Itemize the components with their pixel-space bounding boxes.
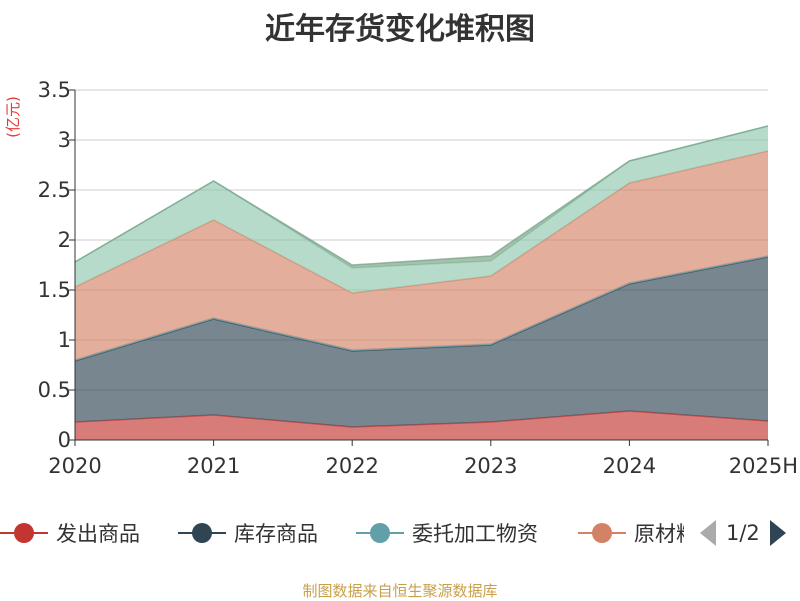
- legend: 发出商品 库存商品 委托加工物资 原材料 1/2: [0, 512, 800, 556]
- legend-item-raw-materials[interactable]: 原材料: [578, 518, 684, 548]
- legend-prev-page-icon[interactable]: [700, 520, 716, 546]
- y-axis-unit-label: (亿元): [4, 96, 22, 138]
- y-tick-label: 2: [58, 228, 71, 252]
- legend-marker-icon: [356, 518, 404, 548]
- y-tick-label: 0.5: [38, 378, 71, 402]
- legend-item-consigned-processing[interactable]: 委托加工物资: [356, 518, 538, 548]
- y-tick-label: 1: [58, 328, 71, 352]
- legend-page-indicator: 1/2: [726, 521, 760, 545]
- x-tick-label: 2023: [464, 454, 517, 478]
- y-tick-label: 1.5: [38, 278, 71, 302]
- chart-title: 近年存货变化堆积图: [265, 12, 535, 47]
- x-tick-label: 2021: [187, 454, 240, 478]
- legend-pager: 1/2: [700, 518, 786, 548]
- legend-marker-icon: [0, 518, 48, 548]
- legend-marker-icon: [178, 518, 226, 548]
- x-tick-label: 2022: [325, 454, 378, 478]
- y-tick-label: 2.5: [38, 178, 71, 202]
- legend-marker-icon: [578, 518, 626, 548]
- area-series-edge-5: [74, 125, 769, 266]
- x-tick-label: 2024: [603, 454, 656, 478]
- legend-item-inventory-goods[interactable]: 库存商品: [178, 518, 318, 548]
- legend-label: 委托加工物资: [412, 522, 538, 546]
- y-tick-label: 0: [58, 428, 71, 452]
- legend-next-page-icon[interactable]: [769, 520, 786, 546]
- legend-label: 发出商品: [56, 522, 140, 546]
- y-tick-label: 3.5: [38, 78, 71, 102]
- y-tick-label: 3: [58, 128, 71, 152]
- area-series-3: [75, 151, 768, 360]
- x-tick-label: 2025H: [729, 454, 798, 478]
- x-tick-label: 2020: [48, 454, 101, 478]
- area-series-4: [75, 126, 768, 293]
- legend-label: 库存商品: [234, 522, 318, 546]
- legend-item-shipped-goods[interactable]: 发出商品: [0, 518, 140, 548]
- legend-clip: 原材料: [578, 512, 684, 556]
- data-source-note: 制图数据来自恒生聚源数据库: [302, 582, 498, 600]
- legend-label: 原材料: [634, 522, 684, 546]
